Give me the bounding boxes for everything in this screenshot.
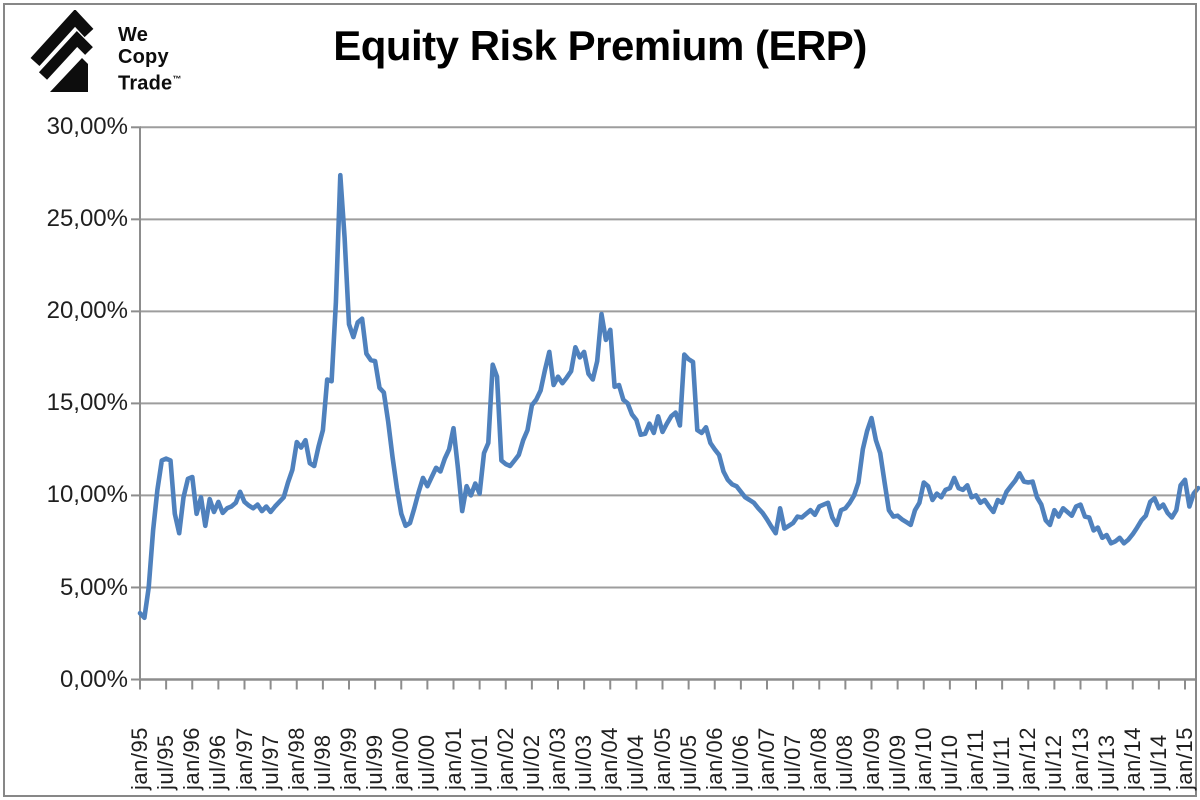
x-tick-label: jul/09 <box>884 734 910 790</box>
x-tick-label: jul/00 <box>414 734 440 790</box>
brand-name: We Copy Trade™ <box>110 10 182 95</box>
y-tick-label: 20,00% <box>46 297 128 325</box>
x-tick-label: jan/05 <box>649 727 675 790</box>
y-tick-label: 0,00% <box>59 665 128 693</box>
x-tick-label: jan/97 <box>231 727 257 790</box>
x-tick-label: jul/05 <box>675 734 701 790</box>
x-tick-label: jan/00 <box>388 727 414 790</box>
x-tick-label: jan/04 <box>597 727 623 790</box>
x-tick-label: jul/04 <box>623 734 649 790</box>
x-tick-label: jul/02 <box>518 734 544 790</box>
x-tick-label: jan/14 <box>1119 727 1145 790</box>
x-tick-label: jan/03 <box>545 727 570 790</box>
x-tick-label: jan/08 <box>806 727 832 790</box>
x-tick-label: jul/96 <box>205 734 231 790</box>
brand-logo: We Copy Trade™ <box>30 10 182 95</box>
x-tick-label: jan/98 <box>283 727 309 790</box>
y-tick-label: 25,00% <box>46 205 128 233</box>
trademark-symbol: ™ <box>172 74 182 84</box>
x-tick-label: jul/97 <box>257 734 283 790</box>
x-tick-label: jan/12 <box>1015 727 1041 790</box>
x-tick-label: jan/95 <box>127 727 152 790</box>
triple-chevron-arrow-icon <box>30 10 94 92</box>
x-tick-label: jan/99 <box>336 727 361 790</box>
x-tick-label: jul/07 <box>780 734 806 790</box>
x-tick-label: jul/01 <box>466 734 492 790</box>
x-tick-label: jul/10 <box>936 734 962 790</box>
x-tick-label: jul/13 <box>1093 734 1119 790</box>
x-tick-label: jul/95 <box>153 734 179 790</box>
x-tick-label: jan/06 <box>701 727 727 790</box>
x-tick-label: jul/03 <box>571 734 597 790</box>
chart-title: Equity Risk Premium (ERP) <box>333 22 867 69</box>
x-tick-label: jul/06 <box>727 734 753 790</box>
x-tick-label: jan/07 <box>754 727 779 790</box>
brand-name-line1: We <box>118 24 149 46</box>
x-tick-label: jan/02 <box>492 727 518 790</box>
x-tick-label: jul/98 <box>309 734 335 790</box>
brand-name-line3: Trade™ <box>118 72 182 95</box>
y-tick-label: 30,00% <box>46 113 128 141</box>
x-tick-label: jul/11 <box>989 736 1015 790</box>
x-tick-label: jul/12 <box>1041 734 1067 790</box>
x-tick-label: jul/99 <box>362 734 388 790</box>
x-tick-label: jul/14 <box>1145 734 1171 790</box>
x-tick-label: jan/09 <box>858 727 884 790</box>
erp-series-line <box>137 172 1200 621</box>
x-tick-label: jan/10 <box>910 727 936 790</box>
x-tick-label: jan/15 <box>1172 727 1197 790</box>
x-tick-label: jul/08 <box>832 734 858 790</box>
y-tick-label: 15,00% <box>46 389 128 417</box>
brand-name-line2: Copy <box>118 46 169 68</box>
x-tick-label: jan/11 <box>963 728 988 790</box>
x-tick-label: jan/96 <box>179 727 205 790</box>
x-tick-label: jan/13 <box>1067 727 1093 790</box>
y-tick-label: 5,00% <box>59 573 128 601</box>
y-tick-label: 10,00% <box>46 481 128 509</box>
x-tick-label: jan/01 <box>440 727 466 790</box>
